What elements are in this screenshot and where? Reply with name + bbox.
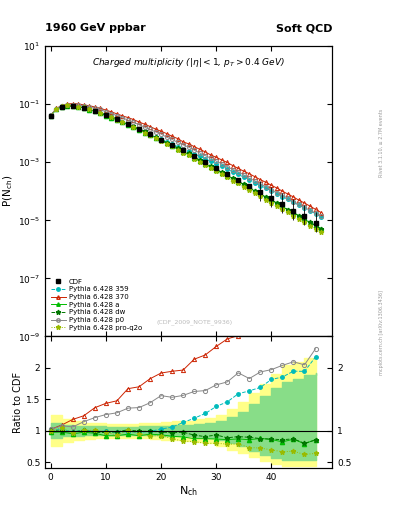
Y-axis label: Ratio to CDF: Ratio to CDF: [13, 372, 23, 433]
X-axis label: N$_\mathregular{ch}$: N$_\mathregular{ch}$: [179, 484, 198, 498]
Text: Soft QCD: Soft QCD: [275, 23, 332, 33]
Text: 1960 GeV ppbar: 1960 GeV ppbar: [45, 23, 146, 33]
Legend: CDF, Pythia 6.428 359, Pythia 6.428 370, Pythia 6.428 a, Pythia 6.428 dw, Pythia: CDF, Pythia 6.428 359, Pythia 6.428 370,…: [49, 276, 144, 333]
Y-axis label: P(N$_\mathregular{ch}$): P(N$_\mathregular{ch}$): [2, 175, 15, 207]
Text: mcplots.cern.ch [arXiv:1306.3436]: mcplots.cern.ch [arXiv:1306.3436]: [379, 290, 384, 375]
Text: (CDF_2009_NOTE_9936): (CDF_2009_NOTE_9936): [156, 319, 232, 325]
Text: Charged multiplicity ($|\eta| < 1$, $p_T > 0.4$ GeV): Charged multiplicity ($|\eta| < 1$, $p_T…: [92, 56, 285, 69]
Text: Rivet 3.1.10, ≥ 2.7M events: Rivet 3.1.10, ≥ 2.7M events: [379, 109, 384, 178]
